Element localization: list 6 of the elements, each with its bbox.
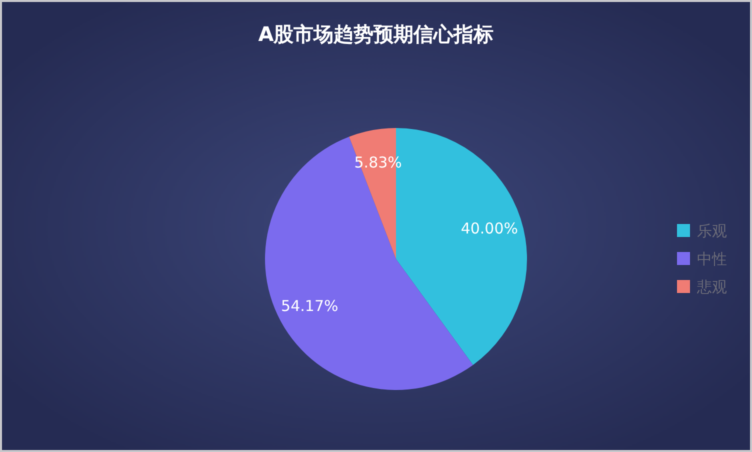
legend-label: 悲观 [696,278,727,296]
data-label: 40.00% [460,220,518,238]
chart-title: A股市场趋势预期信心指标 [258,22,494,46]
data-label: 54.17% [281,296,338,315]
legend-label: 中性 [697,250,727,268]
legend-label: 乐观 [697,222,727,240]
